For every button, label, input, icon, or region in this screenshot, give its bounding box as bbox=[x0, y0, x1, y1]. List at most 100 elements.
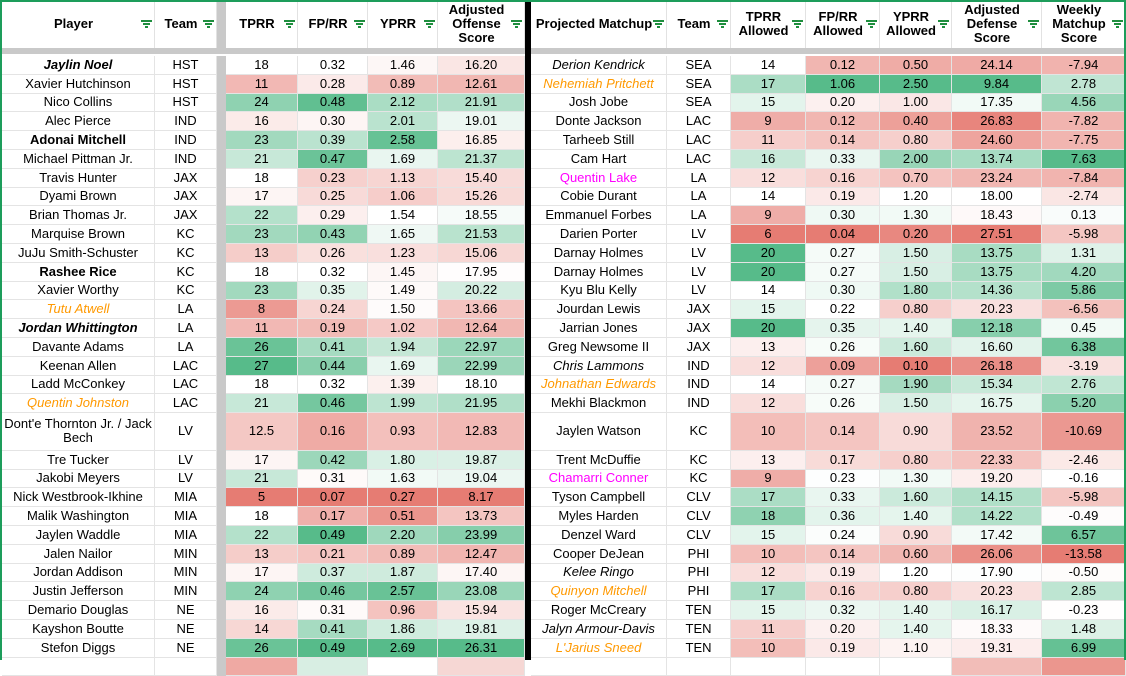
cell-adj[interactable]: 19.04 bbox=[438, 470, 525, 489]
cell-team[interactable]: LAC bbox=[667, 150, 731, 169]
cell-fprr[interactable]: 0.33 bbox=[806, 488, 880, 507]
cell-team[interactable]: KC bbox=[667, 470, 731, 489]
cell-tprr[interactable]: 10 bbox=[731, 639, 806, 658]
cell-tprr[interactable]: 13 bbox=[226, 244, 298, 263]
cell-team[interactable]: MIN bbox=[155, 582, 217, 601]
cell-adj[interactable]: 8.17 bbox=[438, 488, 525, 507]
cell-player[interactable]: Jordan Whittington bbox=[2, 319, 155, 338]
cell-team[interactable]: IND bbox=[155, 112, 217, 131]
cell-tprr[interactable]: 8 bbox=[226, 300, 298, 319]
cell[interactable] bbox=[438, 658, 525, 676]
cell-yprr[interactable]: 0.96 bbox=[368, 601, 438, 620]
cell-team[interactable]: LAC bbox=[155, 394, 217, 413]
cell-fprr[interactable]: 0.19 bbox=[806, 639, 880, 658]
cell-matchup[interactable]: Mekhi Blackmon bbox=[531, 394, 667, 413]
cell-team[interactable]: TEN bbox=[667, 620, 731, 639]
cell-weekly[interactable]: -7.82 bbox=[1042, 112, 1126, 131]
cell-yprr[interactable]: 1.69 bbox=[368, 357, 438, 376]
filter-icon[interactable] bbox=[792, 20, 803, 29]
cell-yprr[interactable]: 1.30 bbox=[880, 206, 952, 225]
column-header-team[interactable]: Team bbox=[155, 0, 217, 48]
cell-fprr[interactable]: 0.31 bbox=[298, 601, 368, 620]
cell-matchup[interactable]: Greg Newsome II bbox=[531, 338, 667, 357]
cell-team[interactable]: HST bbox=[155, 75, 217, 94]
cell-adj[interactable]: 20.23 bbox=[952, 582, 1042, 601]
cell-yprr[interactable]: 1.30 bbox=[880, 470, 952, 489]
cell-player[interactable]: Michael Pittman Jr. bbox=[2, 150, 155, 169]
cell-tprr[interactable]: 11 bbox=[731, 620, 806, 639]
cell-team[interactable]: CLV bbox=[667, 526, 731, 545]
cell-adj[interactable]: 23.99 bbox=[438, 526, 525, 545]
cell[interactable] bbox=[298, 658, 368, 676]
cell-team[interactable]: HST bbox=[155, 94, 217, 113]
cell-tprr[interactable]: 16 bbox=[226, 601, 298, 620]
cell-fprr[interactable]: 0.44 bbox=[298, 357, 368, 376]
cell-adj[interactable]: 19.87 bbox=[438, 451, 525, 470]
cell-tprr[interactable]: 24 bbox=[226, 94, 298, 113]
cell-adj[interactable]: 26.06 bbox=[952, 545, 1042, 564]
cell-adj[interactable]: 17.42 bbox=[952, 526, 1042, 545]
column-header-yprr[interactable]: YPRR Allowed bbox=[880, 0, 952, 48]
cell-weekly[interactable]: -3.19 bbox=[1042, 357, 1126, 376]
cell-yprr[interactable]: 1.02 bbox=[368, 319, 438, 338]
cell-adj[interactable]: 17.40 bbox=[438, 564, 525, 583]
cell-fprr[interactable]: 0.19 bbox=[298, 319, 368, 338]
cell-matchup[interactable]: Jaylen Watson bbox=[531, 413, 667, 451]
cell-fprr[interactable]: 0.49 bbox=[298, 526, 368, 545]
cell-yprr[interactable]: 0.27 bbox=[368, 488, 438, 507]
cell-yprr[interactable]: 1.50 bbox=[368, 300, 438, 319]
cell-adj[interactable]: 22.33 bbox=[952, 451, 1042, 470]
cell-fprr[interactable]: 0.21 bbox=[298, 545, 368, 564]
cell-matchup[interactable]: Quentin Lake bbox=[531, 169, 667, 188]
cell-adj[interactable]: 15.94 bbox=[438, 601, 525, 620]
cell-adj[interactable]: 18.43 bbox=[952, 206, 1042, 225]
cell-adj[interactable]: 16.60 bbox=[952, 338, 1042, 357]
cell-tprr[interactable]: 12 bbox=[731, 394, 806, 413]
cell-weekly[interactable]: 2.85 bbox=[1042, 582, 1126, 601]
cell-yprr[interactable]: 1.50 bbox=[880, 394, 952, 413]
cell-weekly[interactable]: -0.16 bbox=[1042, 470, 1126, 489]
cell-adj[interactable]: 19.31 bbox=[952, 639, 1042, 658]
cell-team[interactable]: IND bbox=[155, 150, 217, 169]
cell-weekly[interactable]: -2.46 bbox=[1042, 451, 1126, 470]
cell-adj[interactable]: 13.75 bbox=[952, 263, 1042, 282]
cell-weekly[interactable]: 1.31 bbox=[1042, 244, 1126, 263]
cell-yprr[interactable]: 0.90 bbox=[880, 413, 952, 451]
cell-fprr[interactable]: 0.32 bbox=[298, 263, 368, 282]
cell-tprr[interactable]: 18 bbox=[731, 507, 806, 526]
cell-team[interactable]: JAX bbox=[155, 188, 217, 207]
cell-fprr[interactable]: 0.19 bbox=[806, 188, 880, 207]
cell-tprr[interactable]: 17 bbox=[731, 582, 806, 601]
cell-fprr[interactable]: 0.33 bbox=[806, 150, 880, 169]
cell-player[interactable]: Keenan Allen bbox=[2, 357, 155, 376]
cell-team[interactable]: KC bbox=[155, 244, 217, 263]
cell-yprr[interactable]: 1.87 bbox=[368, 564, 438, 583]
cell-yprr[interactable]: 0.50 bbox=[880, 56, 952, 75]
cell-fprr[interactable]: 0.23 bbox=[298, 169, 368, 188]
cell-yprr[interactable]: 0.93 bbox=[368, 413, 438, 451]
cell-fprr[interactable]: 0.23 bbox=[806, 470, 880, 489]
cell[interactable] bbox=[806, 658, 880, 676]
filter-icon[interactable] bbox=[511, 20, 522, 29]
filter-icon[interactable] bbox=[653, 20, 664, 29]
cell-team[interactable]: NE bbox=[155, 601, 217, 620]
cell-fprr[interactable]: 0.14 bbox=[806, 545, 880, 564]
cell-adj[interactable]: 15.34 bbox=[952, 376, 1042, 395]
cell-player[interactable]: Jordan Addison bbox=[2, 564, 155, 583]
cell-team[interactable]: PHI bbox=[667, 582, 731, 601]
cell-fprr[interactable]: 0.27 bbox=[806, 244, 880, 263]
cell-yprr[interactable]: 1.39 bbox=[368, 376, 438, 395]
cell-team[interactable]: LA bbox=[155, 300, 217, 319]
cell-team[interactable]: LA bbox=[155, 338, 217, 357]
cell-weekly[interactable]: 7.63 bbox=[1042, 150, 1126, 169]
cell-adj[interactable]: 17.95 bbox=[438, 263, 525, 282]
cell-tprr[interactable]: 13 bbox=[731, 338, 806, 357]
column-header-weekly[interactable]: Weekly Matchup Score bbox=[1042, 0, 1126, 48]
cell-tprr[interactable]: 16 bbox=[731, 150, 806, 169]
cell-weekly[interactable]: 4.20 bbox=[1042, 263, 1126, 282]
filter-icon[interactable] bbox=[354, 20, 365, 29]
cell-yprr[interactable]: 2.01 bbox=[368, 112, 438, 131]
cell-weekly[interactable]: -0.50 bbox=[1042, 564, 1126, 583]
cell-adj[interactable]: 26.31 bbox=[438, 639, 525, 658]
cell-adj[interactable]: 19.01 bbox=[438, 112, 525, 131]
